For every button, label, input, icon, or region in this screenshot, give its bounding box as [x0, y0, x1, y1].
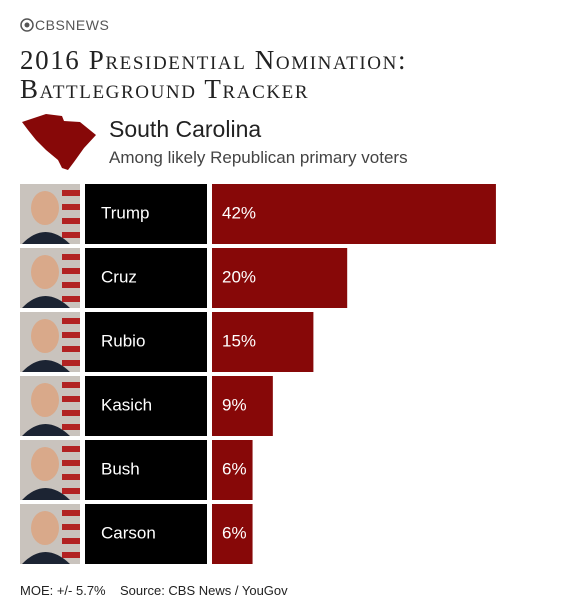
flag-stripe — [62, 254, 80, 260]
photo-suit — [22, 360, 70, 372]
chart-title: 2016 Presidential Nomination: — [20, 45, 407, 75]
photo-suit — [22, 552, 70, 564]
flag-stripe — [62, 218, 80, 224]
flag-stripe — [62, 318, 80, 324]
name-box — [85, 248, 207, 308]
state-shape — [22, 114, 96, 170]
flag-stripe — [62, 410, 80, 416]
bar — [212, 440, 253, 500]
flag-stripe — [62, 232, 80, 238]
bar — [212, 184, 496, 244]
flag-stripe — [62, 552, 80, 558]
name-box — [85, 440, 207, 500]
flag-stripe — [62, 396, 80, 402]
bar — [212, 376, 273, 436]
flag-stripe — [62, 190, 80, 196]
cbs-eye — [20, 18, 34, 32]
photo-suit — [22, 488, 70, 500]
name-box — [85, 184, 207, 244]
flag-stripe — [62, 424, 80, 430]
flag-stripe — [62, 474, 80, 480]
category-label: Bush — [101, 459, 140, 478]
category-label: Carson — [101, 523, 156, 542]
flag-stripe — [62, 204, 80, 210]
flag-stripe — [62, 268, 80, 274]
name-box — [85, 312, 207, 372]
flag-stripe — [62, 538, 80, 544]
description: Among likely Republican primary voters — [109, 148, 408, 167]
flag-stripe — [62, 332, 80, 338]
photo-head — [31, 191, 59, 225]
value-label: 15% — [222, 331, 256, 350]
bar — [212, 312, 314, 372]
category-label: Kasich — [101, 395, 152, 414]
photo-head — [31, 383, 59, 417]
photo-head — [31, 511, 59, 545]
flag-stripe — [62, 488, 80, 494]
flag-stripe — [62, 296, 80, 302]
flag-stripe — [62, 346, 80, 352]
name-box — [85, 376, 207, 436]
flag-stripe — [62, 360, 80, 366]
flag-stripe — [62, 524, 80, 530]
value-label: 6% — [222, 459, 247, 478]
value-label: 6% — [222, 523, 247, 542]
bar — [212, 248, 348, 308]
flag-stripe — [62, 510, 80, 516]
category-label: Cruz — [101, 267, 137, 286]
photo-head — [31, 447, 59, 481]
category-label: Rubio — [101, 331, 145, 350]
flag-stripe — [62, 382, 80, 388]
value-label: 42% — [222, 203, 256, 222]
source: Source: CBS News / YouGov — [120, 583, 288, 598]
photo-suit — [22, 424, 70, 436]
photo-head — [31, 255, 59, 289]
flag-stripe — [62, 460, 80, 466]
flag-stripe — [62, 446, 80, 452]
category-label: Trump — [101, 203, 150, 222]
photo-head — [31, 319, 59, 353]
chart-title: Battleground Tracker — [20, 74, 309, 104]
subtitle: South Carolina — [109, 116, 261, 142]
bar — [212, 504, 253, 564]
photo-suit — [22, 296, 70, 308]
photo-suit — [22, 232, 70, 244]
value-label: 9% — [222, 395, 247, 414]
flag-stripe — [62, 282, 80, 288]
logo: CBSNEWS — [35, 17, 109, 33]
name-box — [85, 504, 207, 564]
value-label: 20% — [222, 267, 256, 286]
footnote: MOE: +/- 5.7% — [20, 583, 106, 598]
